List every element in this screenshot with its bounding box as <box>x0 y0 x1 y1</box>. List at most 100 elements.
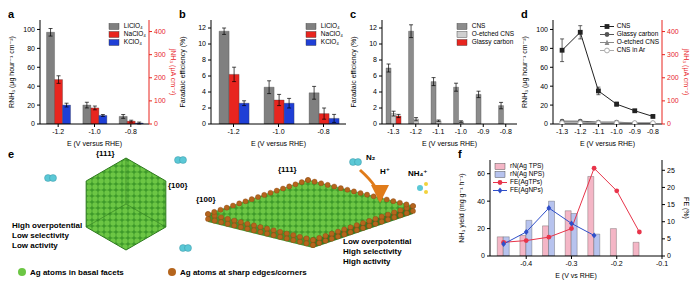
svg-text:{111}: {111} <box>96 149 115 158</box>
svg-text:-1.0: -1.0 <box>455 128 467 135</box>
svg-text:N₂: N₂ <box>366 153 376 162</box>
svg-text:400: 400 <box>154 28 166 35</box>
svg-text:300: 300 <box>154 51 166 58</box>
svg-text:Ag atoms at sharp edges/corner: Ag atoms at sharp edges/corners <box>180 268 307 277</box>
html-text:a: a <box>8 8 15 20</box>
svg-text:10: 10 <box>369 40 377 47</box>
html-text:NaClO₄: NaClO₄ <box>123 30 146 37</box>
svg-text:jNH₃ (μA cm⁻²): jNH₃ (μA cm⁻²) <box>169 48 177 96</box>
svg-text:Ag atoms in basal facets: Ag atoms in basal facets <box>30 268 124 277</box>
svg-text:25: 25 <box>667 167 675 174</box>
svg-text:10: 10 <box>667 218 675 225</box>
svg-text:Faradaic efficiency (%): Faradaic efficiency (%) <box>179 36 187 107</box>
svg-text:6: 6 <box>202 72 206 79</box>
svg-text:2: 2 <box>202 104 206 111</box>
svg-text:80: 80 <box>540 45 548 52</box>
svg-text:5: 5 <box>667 235 671 242</box>
svg-text:-1.3: -1.3 <box>556 128 568 135</box>
svg-text:FE (%): FE (%) <box>682 197 690 219</box>
svg-text:E (V versus RHE): E (V versus RHE) <box>422 140 477 148</box>
svg-text:60: 60 <box>540 64 548 71</box>
svg-text:NH₃ yield (mg g⁻¹ h⁻¹): NH₃ yield (mg g⁻¹ h⁻¹) <box>458 173 466 242</box>
html-text:KClO₄: KClO₄ <box>123 38 142 45</box>
svg-text:12: 12 <box>198 24 206 31</box>
svg-text:0: 0 <box>544 120 548 127</box>
svg-text:High activity: High activity <box>343 257 391 266</box>
svg-text:0: 0 <box>667 252 671 259</box>
svg-text:20: 20 <box>477 225 485 232</box>
svg-text:-1.2: -1.2 <box>410 128 422 135</box>
svg-text:100: 100 <box>23 26 35 33</box>
svg-text:-1.1: -1.1 <box>592 128 604 135</box>
svg-text:-0.8: -0.8 <box>125 128 137 135</box>
svg-text:0: 0 <box>481 252 485 259</box>
svg-text:4: 4 <box>373 88 377 95</box>
svg-text:0: 0 <box>373 120 377 127</box>
svg-text:-0.8: -0.8 <box>500 128 512 135</box>
svg-text:E (V versus RHE): E (V versus RHE) <box>67 140 122 148</box>
svg-text:E (V versus RHE): E (V versus RHE) <box>251 140 306 148</box>
svg-text:-0.9: -0.9 <box>629 128 641 135</box>
svg-text:100: 100 <box>154 97 166 104</box>
svg-text:Low activity: Low activity <box>12 241 58 250</box>
svg-text:-0.8: -0.8 <box>647 128 659 135</box>
svg-text:200: 200 <box>154 74 166 81</box>
svg-text:-0.1: -0.1 <box>656 260 668 267</box>
svg-text:40: 40 <box>540 83 548 90</box>
svg-text:15: 15 <box>667 201 675 208</box>
svg-text:300: 300 <box>667 51 679 58</box>
svg-text:60: 60 <box>27 64 35 71</box>
svg-text:80: 80 <box>27 45 35 52</box>
svg-text:6: 6 <box>373 72 377 79</box>
svg-text:60: 60 <box>477 170 485 177</box>
svg-text:4: 4 <box>202 88 206 95</box>
svg-text:-1.2: -1.2 <box>227 128 239 135</box>
svg-text:NH₄⁺: NH₄⁺ <box>408 169 428 178</box>
svg-text:{100}: {100} <box>168 181 188 190</box>
svg-text:0: 0 <box>154 120 158 127</box>
svg-text:0: 0 <box>31 120 35 127</box>
svg-text:40: 40 <box>477 198 485 205</box>
svg-text:20: 20 <box>540 102 548 109</box>
html-text:LiClO₄: LiClO₄ <box>123 22 143 29</box>
svg-text:20: 20 <box>27 102 35 109</box>
svg-text:8: 8 <box>202 56 206 63</box>
svg-text:-0.9: -0.9 <box>477 128 489 135</box>
svg-text:10: 10 <box>198 40 206 47</box>
svg-text:12: 12 <box>369 24 377 31</box>
svg-text:-1.0: -1.0 <box>88 128 100 135</box>
svg-text:2: 2 <box>373 104 377 111</box>
svg-text:-1.2: -1.2 <box>574 128 586 135</box>
svg-text:200: 200 <box>667 74 679 81</box>
svg-text:-1.1: -1.1 <box>432 128 444 135</box>
svg-text:0: 0 <box>202 120 206 127</box>
svg-text:Faradaic efficiency (%): Faradaic efficiency (%) <box>350 36 358 107</box>
svg-text:400: 400 <box>667 28 679 35</box>
svg-text:High overpotential: High overpotential <box>12 221 82 230</box>
svg-text:Low overpotential: Low overpotential <box>343 237 411 246</box>
svg-text:jNH₃ (μA cm⁻²): jNH₃ (μA cm⁻²) <box>682 48 690 96</box>
svg-text:8: 8 <box>373 56 377 63</box>
svg-text:0: 0 <box>667 120 671 127</box>
svg-text:E (V vs RHE): E (V vs RHE) <box>555 272 597 280</box>
svg-text:-1.3: -1.3 <box>387 128 399 135</box>
svg-text:Low selectivity: Low selectivity <box>12 231 69 240</box>
svg-text:20: 20 <box>667 184 675 191</box>
svg-text:-1.0: -1.0 <box>272 128 284 135</box>
svg-text:-1.2: -1.2 <box>52 128 64 135</box>
svg-text:-0.3: -0.3 <box>565 260 577 267</box>
svg-text:40: 40 <box>27 83 35 90</box>
svg-text:RNH₃ (μg hour⁻¹ cm⁻²): RNH₃ (μg hour⁻¹ cm⁻²) <box>521 36 529 108</box>
svg-text:-0.8: -0.8 <box>317 128 329 135</box>
svg-text:RNH₃ (μg hour⁻¹ cm⁻²): RNH₃ (μg hour⁻¹ cm⁻²) <box>8 36 16 108</box>
svg-text:E (V versus RHE): E (V versus RHE) <box>580 140 635 148</box>
svg-text:-1.0: -1.0 <box>611 128 623 135</box>
svg-text:{100}: {100} <box>196 195 216 204</box>
svg-text:{111}: {111} <box>278 165 297 174</box>
svg-text:-0.2: -0.2 <box>611 260 623 267</box>
svg-text:High selectivity: High selectivity <box>343 247 402 256</box>
svg-text:100: 100 <box>536 26 548 33</box>
svg-text:H⁺: H⁺ <box>380 167 390 176</box>
svg-text:100: 100 <box>667 97 679 104</box>
svg-text:-0.4: -0.4 <box>520 260 532 267</box>
